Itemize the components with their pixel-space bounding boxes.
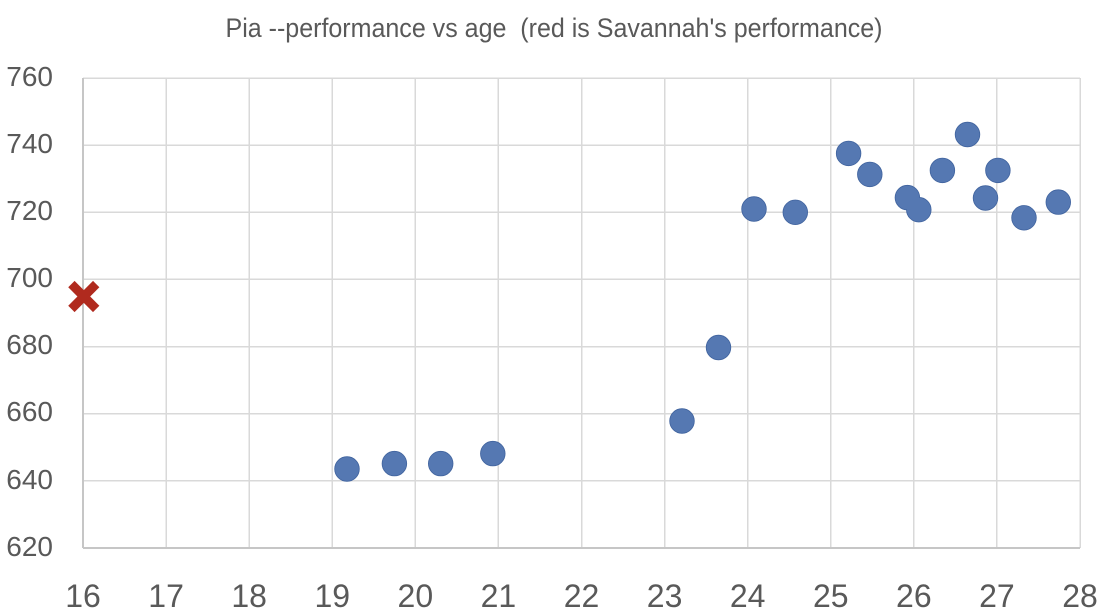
svg-text:22: 22: [564, 578, 600, 614]
svg-text:20: 20: [398, 578, 434, 614]
svg-text:24: 24: [730, 578, 766, 614]
svg-text:640: 640: [6, 464, 53, 495]
svg-text:Pia --performance vs age (red: Pia --performance vs age (red is Savanna…: [226, 13, 883, 43]
svg-text:680: 680: [6, 329, 53, 360]
svg-text:21: 21: [481, 578, 517, 614]
svg-text:26: 26: [896, 578, 932, 614]
svg-text:660: 660: [6, 396, 53, 427]
svg-text:17: 17: [148, 578, 184, 614]
svg-text:620: 620: [6, 531, 53, 562]
svg-text:18: 18: [231, 578, 267, 614]
svg-text:25: 25: [813, 578, 849, 614]
svg-text:760: 760: [6, 61, 53, 92]
svg-text:23: 23: [647, 578, 683, 614]
svg-text:27: 27: [979, 578, 1015, 614]
svg-text:740: 740: [6, 128, 53, 159]
svg-text:28: 28: [1062, 578, 1098, 614]
svg-text:720: 720: [6, 195, 53, 226]
svg-text:19: 19: [314, 578, 350, 614]
svg-text:700: 700: [6, 262, 53, 293]
svg-text:16: 16: [65, 578, 101, 614]
